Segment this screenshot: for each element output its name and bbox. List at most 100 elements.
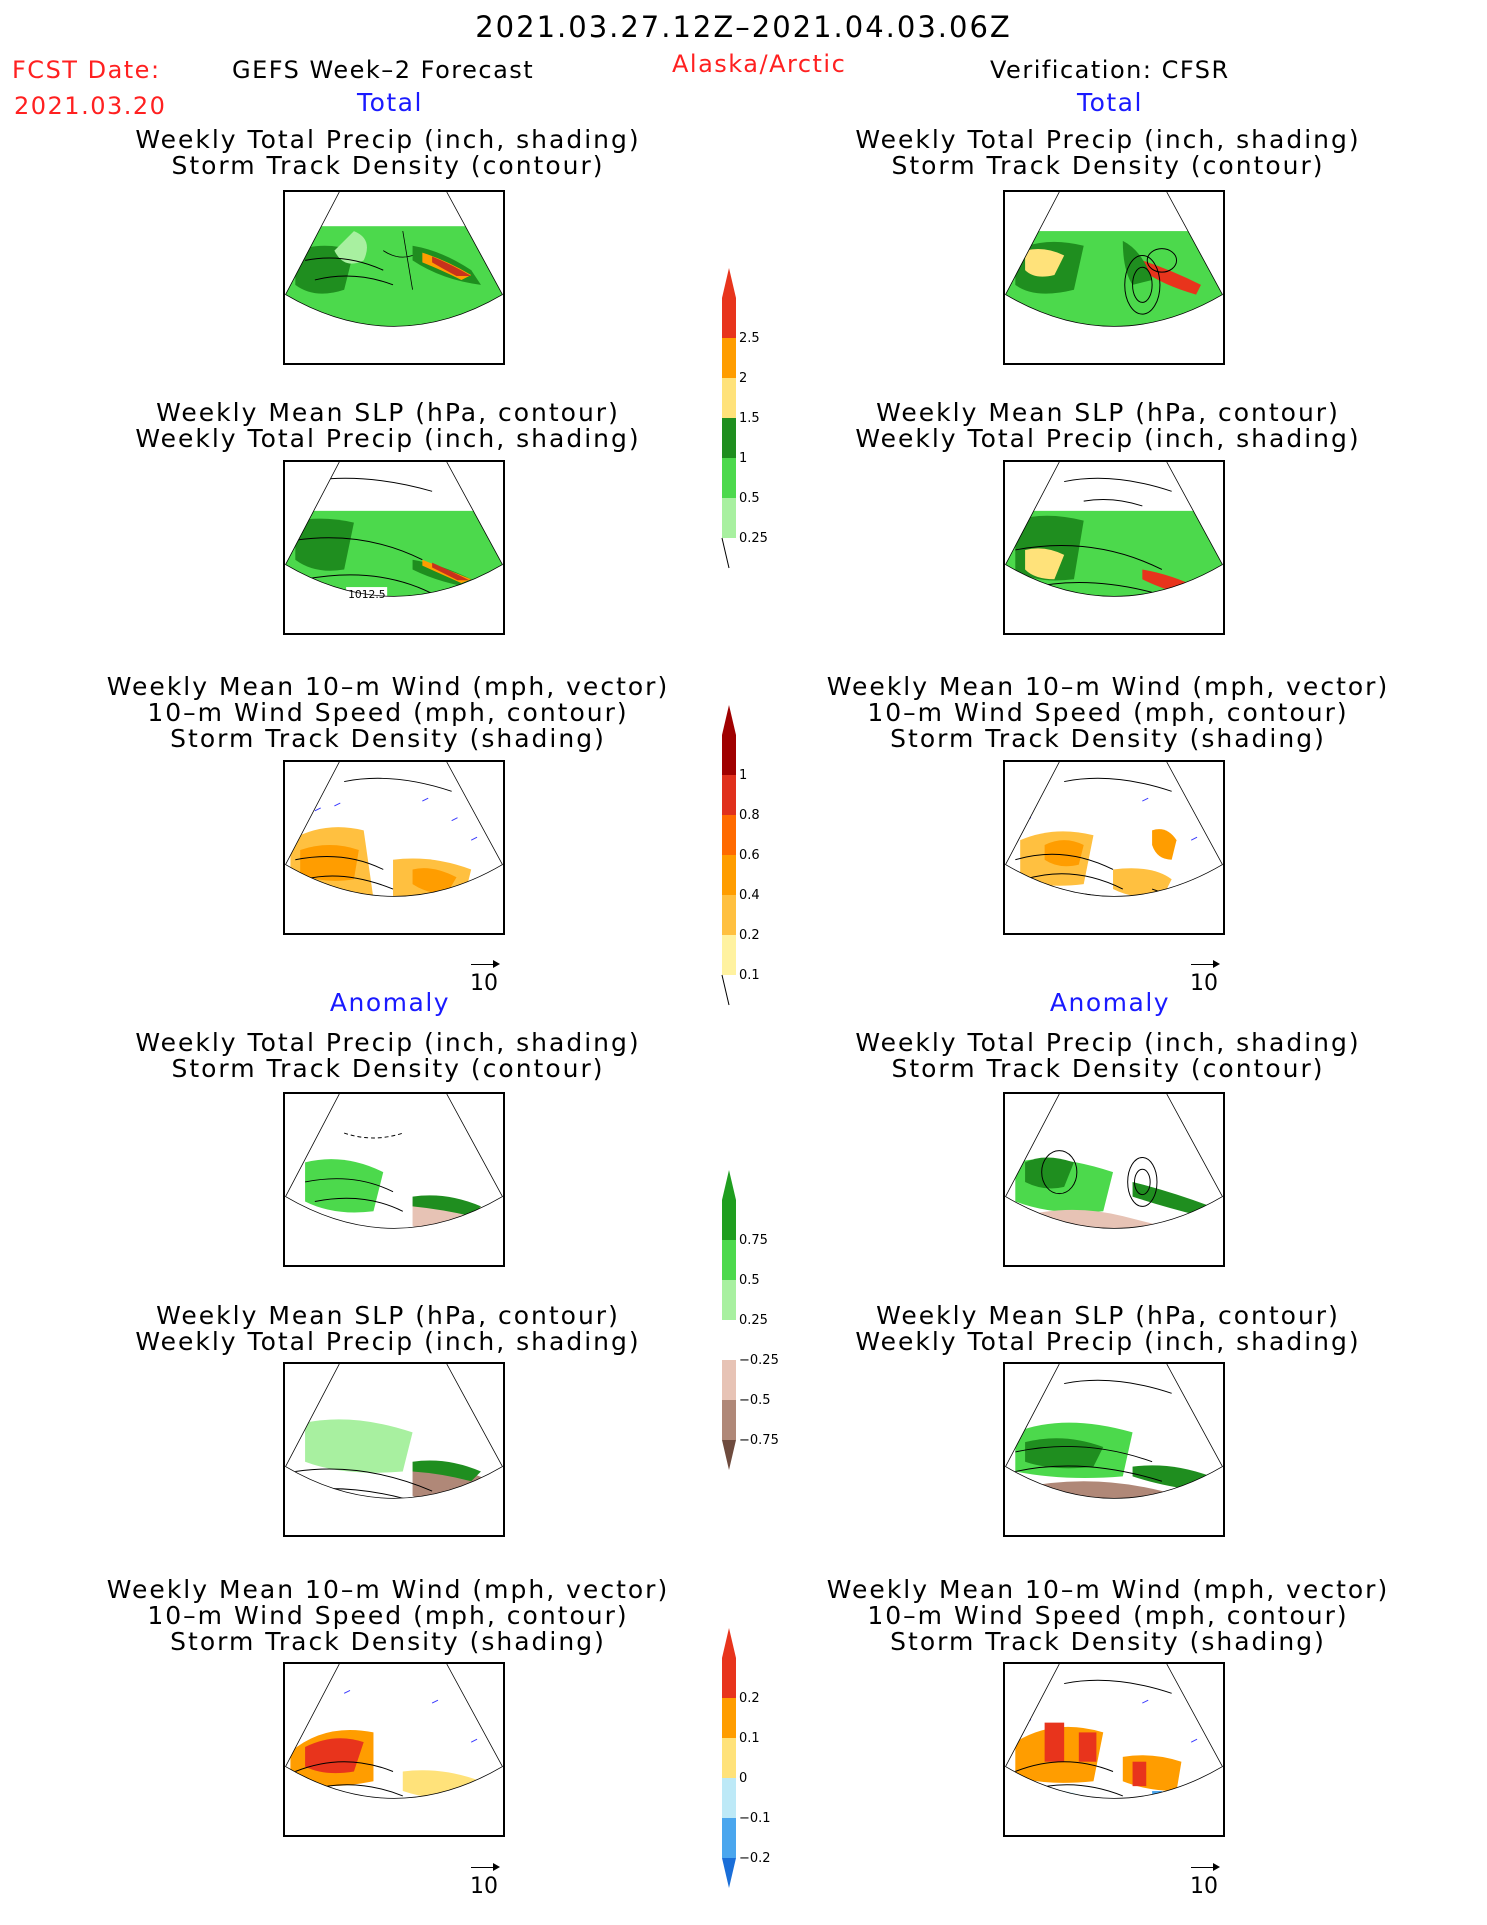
panel-title-left-3: Weekly Mean 10–m Wind (mph, vector) 10–m…: [88, 674, 688, 752]
colorbar-tick-label: 0.1: [739, 968, 760, 983]
section-anomaly-left: Anomaly: [329, 988, 451, 1017]
colorbar-tick-label: 0.2: [739, 928, 760, 943]
colorbar-top-triangle: [722, 268, 736, 298]
colorbar-tick-label: −0.5: [739, 1393, 771, 1408]
map-anom-slp-precip-right: [1003, 1362, 1225, 1537]
panel-title-line: Weekly Total Precip (inch, shading): [135, 424, 641, 453]
colorbar-tail: [721, 537, 730, 569]
panel-title-line: Weekly Mean 10–m Wind (mph, vector): [106, 672, 670, 701]
panel-title-right-4: Weekly Total Precip (inch, shading) Stor…: [808, 1030, 1408, 1082]
map-wind-storm-left: [283, 760, 505, 935]
panel-title-line: 10–m Wind Speed (mph, contour): [867, 698, 1349, 727]
map-slp-precip-right: [1003, 460, 1225, 635]
map-anom-wind-storm-left: [283, 1662, 505, 1837]
colorbar-tick-label: 0.25: [739, 531, 768, 546]
colorbar-segment: [722, 895, 736, 935]
colorbar-segment: [722, 1738, 736, 1778]
vector-reference-left-anom: 10: [459, 1860, 509, 1899]
section-total-right: Total: [1077, 88, 1143, 117]
panel-title-line: Weekly Total Precip (inch, shading): [135, 1028, 641, 1057]
panel-title-right-1: Weekly Total Precip (inch, shading) Stor…: [808, 127, 1408, 179]
map-slp-precip-left: 1012.5: [283, 460, 505, 635]
colorbar-segment: [722, 1240, 736, 1280]
vector-reference-right-total: 10: [1179, 957, 1229, 996]
colorbar-tick-label: 0.4: [739, 888, 760, 903]
panel-title-line: Storm Track Density (shading): [890, 1627, 1326, 1656]
colorbar-tick-label: 1: [739, 451, 747, 466]
map-anom-slp-precip-left: [283, 1362, 505, 1537]
map-wind-storm-right: [1003, 760, 1225, 935]
panel-title-left-4: Weekly Total Precip (inch, shading) Stor…: [88, 1030, 688, 1082]
colorbar-segment: [722, 815, 736, 855]
colorbar-segment: [722, 1698, 736, 1738]
colorbar-top-triangle: [722, 705, 736, 735]
colorbar-tick-label: 0.75: [739, 1233, 768, 1248]
panel-title-line: 10–m Wind Speed (mph, contour): [867, 1601, 1349, 1630]
colorbar-segment: [722, 1280, 736, 1320]
panel-title-right-6: Weekly Mean 10–m Wind (mph, vector) 10–m…: [808, 1577, 1408, 1655]
panel-title-line: Weekly Total Precip (inch, shading): [135, 1327, 641, 1356]
panel-title-left-5: Weekly Mean SLP (hPa, contour) Weekly To…: [88, 1303, 688, 1355]
panel-title-line: Weekly Total Precip (inch, shading): [855, 1028, 1361, 1057]
colorbar-segment: [722, 1658, 736, 1698]
colorbar-tick-label: 0.8: [739, 808, 760, 823]
panel-title-line: Weekly Mean 10–m Wind (mph, vector): [106, 1575, 670, 1604]
colorbar-segment: [722, 418, 736, 458]
forecast-title: GEFS Week–2 Forecast: [232, 56, 535, 84]
region-title: Alaska/Arctic: [672, 50, 847, 78]
map-anom-precip-storm-right: [1003, 1092, 1225, 1267]
colorbar-tick-label: −0.2: [739, 1851, 771, 1866]
colorbar-top-triangle: [722, 1628, 736, 1658]
panel-title-line: Weekly Total Precip (inch, shading): [855, 424, 1361, 453]
vector-reference-label: 10: [1190, 1874, 1218, 1899]
colorbar-tick-label: 0.1: [739, 1731, 760, 1746]
fcst-date-value: 2021.03.20: [14, 92, 167, 120]
section-anomaly-right: Anomaly: [1049, 988, 1171, 1017]
panel-title-right-3: Weekly Mean 10–m Wind (mph, vector) 10–m…: [808, 674, 1408, 752]
colorbar-tick-label: −0.25: [739, 1353, 779, 1368]
colorbar-tick-label: 1: [739, 768, 747, 783]
colorbar-storm-total: 1 0.8 0.6 0.4 0.2 0.1: [720, 705, 790, 1006]
panel-title-line: Storm Track Density (contour): [891, 1054, 1325, 1083]
colorbar-tick-label: 0.5: [739, 491, 760, 506]
colorbar-segment: [722, 855, 736, 895]
vector-reference-label: 10: [470, 1874, 498, 1899]
panel-title-line: Weekly Mean SLP (hPa, contour): [876, 1301, 1340, 1330]
panel-title-line: Weekly Mean 10–m Wind (mph, vector): [826, 1575, 1390, 1604]
panel-title-right-2: Weekly Mean SLP (hPa, contour) Weekly To…: [808, 400, 1408, 452]
panel-title-line: Storm Track Density (shading): [170, 1627, 606, 1656]
panel-title-line: Weekly Total Precip (inch, shading): [135, 125, 641, 154]
colorbar-segment: [722, 1200, 736, 1240]
colorbar-segment: [722, 298, 736, 338]
colorbar-bottom-triangle: [722, 1440, 736, 1470]
date-range-title: 2021.03.27.12Z–2021.04.03.06Z: [475, 10, 1012, 44]
panel-title-line: 10–m Wind Speed (mph, contour): [147, 1601, 629, 1630]
panel-title-line: Storm Track Density (shading): [170, 724, 606, 753]
colorbar-tick-label: 0: [739, 1771, 747, 1786]
colorbar-tick-label: 0.5: [739, 1273, 760, 1288]
colorbar-precip-total: 2.5 2 1.5 1 0.5 0.25: [720, 268, 790, 569]
panel-title-line: Weekly Total Precip (inch, shading): [855, 125, 1361, 154]
section-total-left: Total: [357, 88, 423, 117]
colorbar-segment: [722, 338, 736, 378]
panel-title-right-5: Weekly Mean SLP (hPa, contour) Weekly To…: [808, 1303, 1408, 1355]
panel-title-line: Weekly Mean SLP (hPa, contour): [156, 398, 620, 427]
vector-reference-label: 10: [1190, 971, 1218, 996]
vector-reference-label: 10: [470, 971, 498, 996]
colorbar-segment: [722, 935, 736, 975]
colorbar-segment: [722, 1320, 736, 1360]
colorbar-segment: [722, 1360, 736, 1400]
panel-title-line: 10–m Wind Speed (mph, contour): [147, 698, 629, 727]
colorbar-tail: [721, 974, 730, 1006]
map-total-precip-storm-left: [283, 190, 505, 365]
colorbar-segment: [722, 498, 736, 538]
verification-title: Verification: CFSR: [990, 56, 1230, 84]
colorbar-tick-label: 1.5: [739, 411, 760, 426]
panel-title-line: Storm Track Density (contour): [891, 151, 1325, 180]
colorbar-tick-label: 2: [739, 371, 747, 386]
colorbar-segment: [722, 1818, 736, 1858]
panel-title-line: Weekly Mean SLP (hPa, contour): [156, 1301, 620, 1330]
colorbar-segment: [722, 775, 736, 815]
colorbar-segment: [722, 378, 736, 418]
panel-title-line: Storm Track Density (shading): [890, 724, 1326, 753]
